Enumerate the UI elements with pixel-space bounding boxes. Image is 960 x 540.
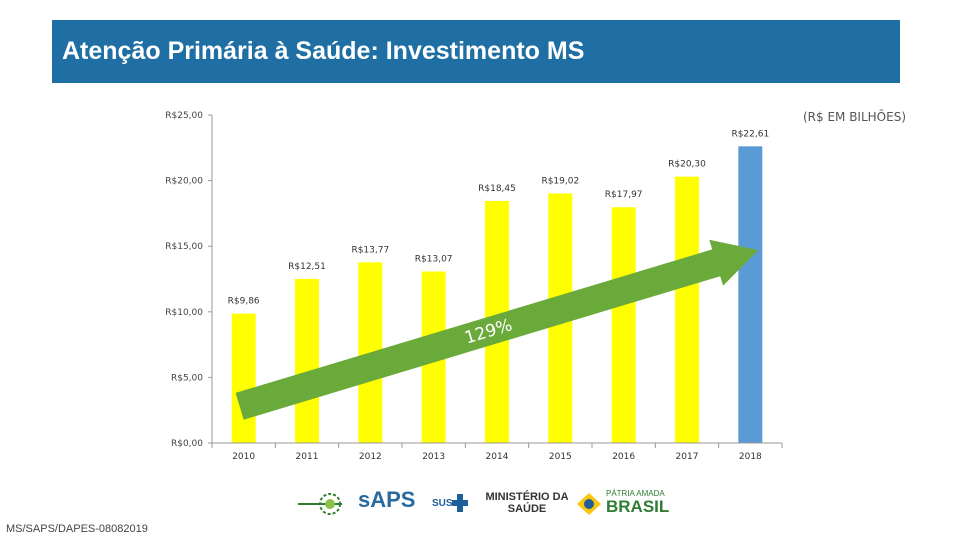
brasil-logo: BRASIL [606, 497, 670, 516]
brasil-flag-icon [577, 493, 601, 515]
ministerio-saude-logo: MINISTÉRIO DA SAÚDE [485, 491, 569, 515]
y-tick-label: R$20,00 [165, 177, 203, 187]
x-tick-label: 2010 [232, 452, 255, 462]
data-label: R$19,02 [541, 176, 579, 186]
data-label: R$20,30 [668, 160, 706, 170]
logo-strip: sAPS SUS MINISTÉRIO DA SAÚDE PÁTRIA AMAD… [296, 487, 670, 523]
x-tick-label: 2013 [422, 452, 445, 462]
bar [611, 207, 636, 443]
bar [295, 278, 319, 443]
data-label: R$13,77 [351, 245, 389, 255]
data-label: R$22,61 [731, 129, 769, 139]
bar [231, 313, 256, 443]
dapes-emblem-icon [298, 493, 342, 515]
data-label: R$17,97 [605, 190, 643, 200]
bar [675, 176, 699, 443]
page-title: Atenção Primária à Saúde: Investimento M… [62, 37, 585, 65]
saps-logo: sAPS [358, 487, 416, 512]
x-tick-label: 2014 [486, 452, 509, 462]
y-tick-label: R$15,00 [165, 242, 203, 252]
y-tick-label: R$5,00 [171, 373, 203, 383]
investment-bar-chart: R$0,00 R$5,00 R$10,00 R$15,00 R$20,00 R$25,00… [165, 111, 783, 462]
data-label: R$9,86 [228, 297, 260, 307]
title-bar: Atenção Primária à Saúde: Investimento M… [52, 20, 900, 83]
units-note: (R$ EM BILHÕES) [802, 110, 906, 124]
x-tick-label: 2011 [296, 452, 319, 462]
y-tick-label: R$10,00 [165, 308, 203, 318]
sus-cross-icon [452, 494, 468, 512]
x-tick-label: 2012 [359, 452, 382, 462]
footer-code: MS/SAPS/DAPES-08082019 [6, 523, 148, 535]
x-tick-label: 2018 [739, 452, 762, 462]
x-tick-label: 2015 [549, 452, 572, 462]
data-label: R$13,07 [415, 255, 453, 265]
bar [738, 146, 763, 443]
data-label: R$12,51 [288, 262, 326, 272]
x-tick-label: 2016 [612, 452, 635, 462]
y-tick-label: R$25,00 [165, 111, 203, 121]
x-tick-label: 2017 [676, 452, 699, 462]
patria-amada-text: PÁTRIA AMADA [606, 489, 665, 498]
growth-arrow-icon [235, 239, 759, 420]
data-label: R$18,45 [478, 184, 516, 194]
sus-logo: SUS [432, 498, 453, 509]
y-tick-label: R$0,00 [171, 439, 203, 449]
